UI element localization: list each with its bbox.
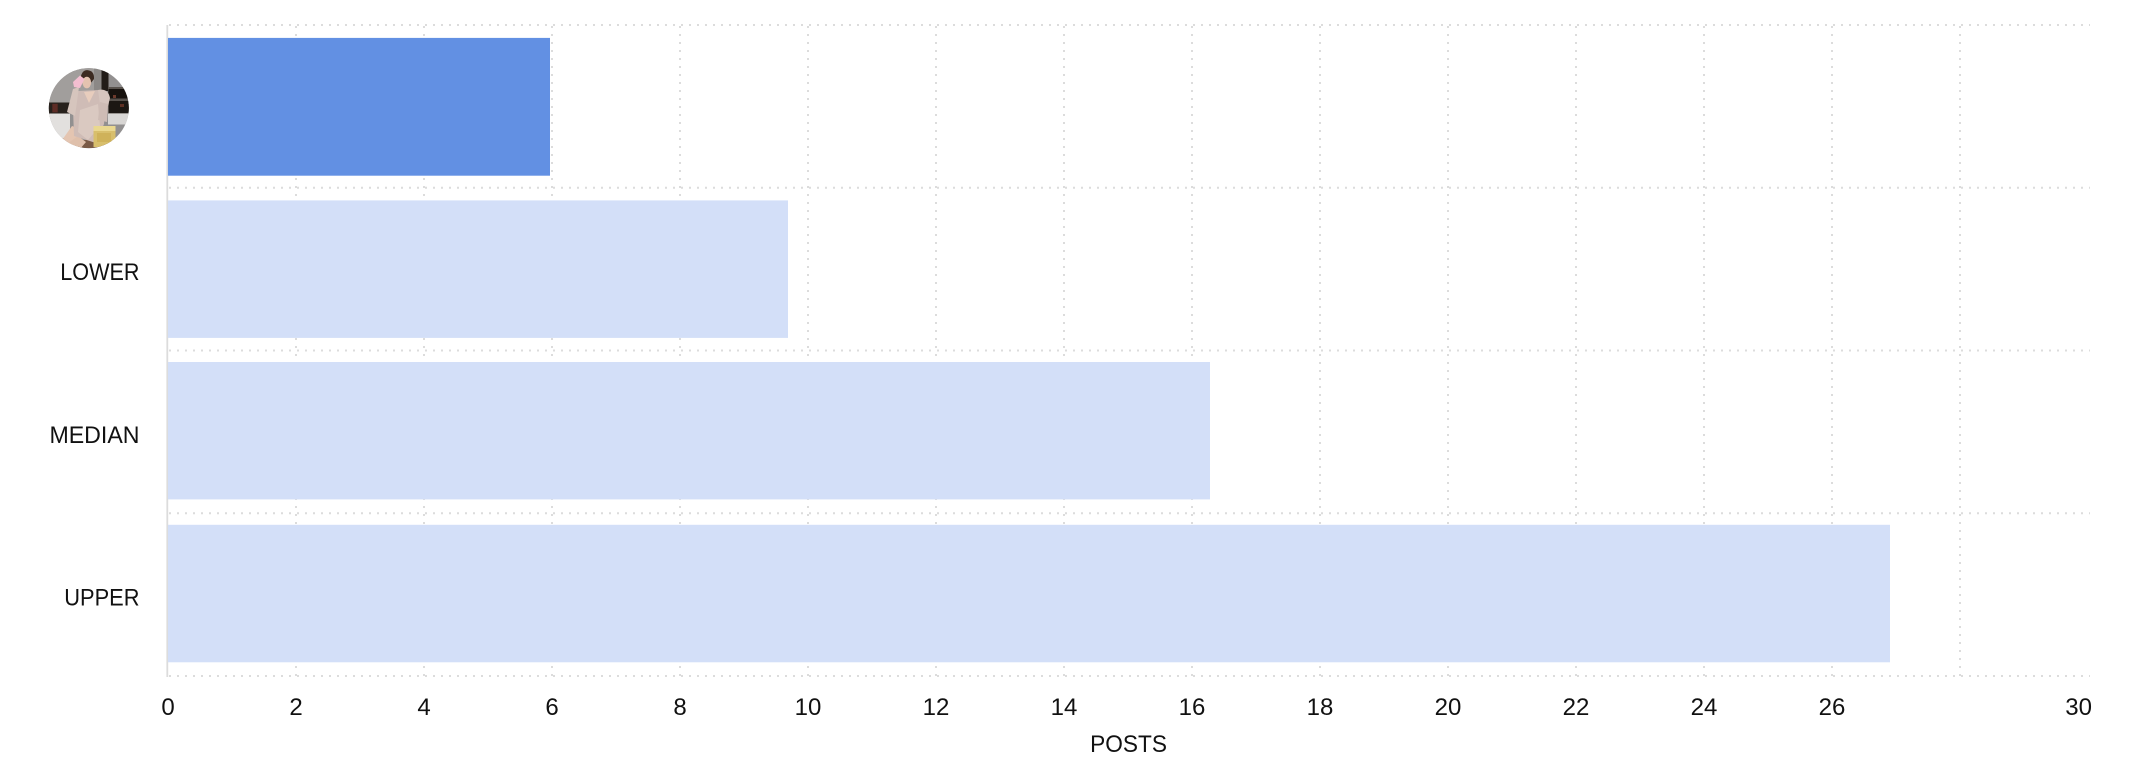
svg-text:30: 30 [2065, 694, 2092, 721]
svg-text:22: 22 [1563, 694, 1590, 721]
svg-text:UPPER: UPPER [64, 584, 139, 611]
svg-text:16: 16 [1179, 694, 1206, 721]
svg-text:26: 26 [1819, 694, 1846, 721]
svg-text:6: 6 [545, 694, 558, 721]
svg-text:4: 4 [417, 694, 430, 721]
svg-text:MEDIAN: MEDIAN [49, 422, 139, 448]
svg-text:18: 18 [1307, 694, 1334, 721]
svg-text:12: 12 [923, 694, 950, 721]
svg-text:POSTS: POSTS [1090, 730, 1167, 757]
svg-text:0: 0 [161, 694, 174, 721]
svg-text:24: 24 [1691, 694, 1718, 721]
svg-text:8: 8 [673, 694, 686, 721]
svg-text:14: 14 [1051, 694, 1078, 721]
svg-text:20: 20 [1435, 694, 1462, 721]
svg-text:10: 10 [795, 694, 822, 721]
svg-text:2: 2 [289, 694, 302, 721]
svg-text:LOWER: LOWER [60, 258, 139, 285]
